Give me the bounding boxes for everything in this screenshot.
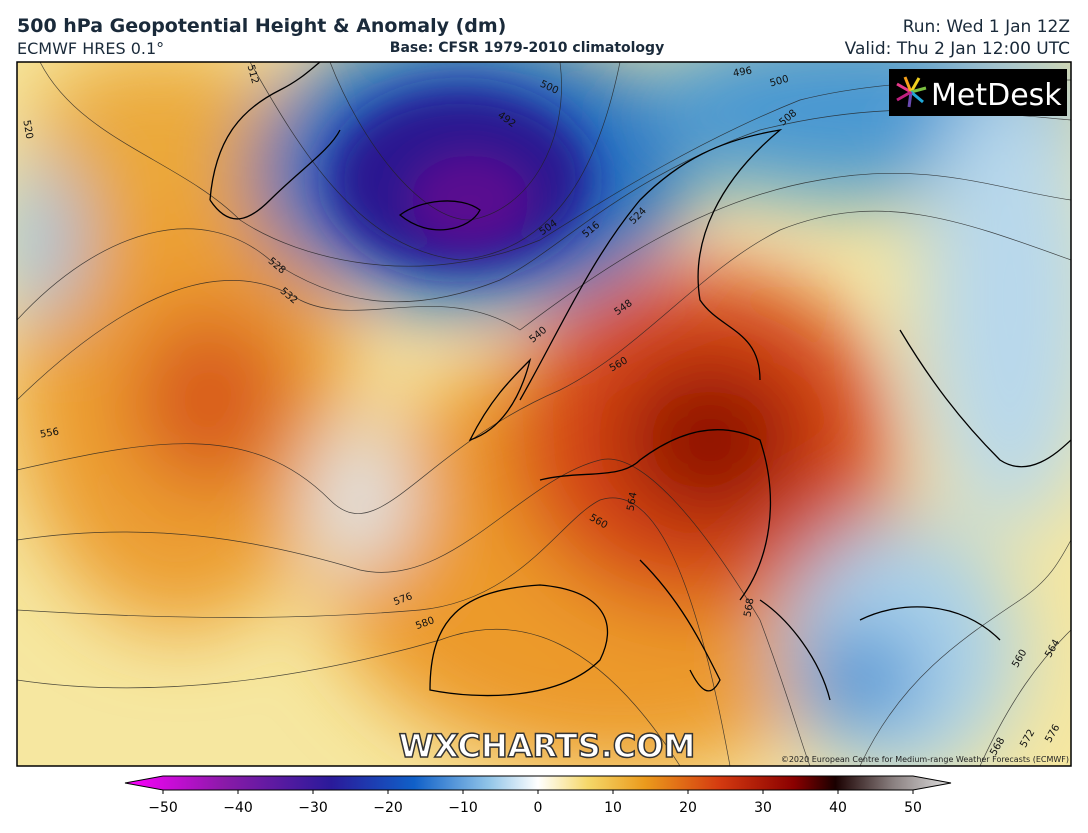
colorbar: −50 −40 −30 −20 −10 0 10 20 30 40 50	[124, 775, 952, 816]
contour-label: 520	[20, 119, 34, 140]
contour-label: 556	[39, 426, 60, 440]
logo-icon	[896, 76, 927, 108]
colorbar-tick-label: 30	[754, 800, 772, 816]
run: Run: Wed 1 Jan 12Z	[903, 17, 1070, 37]
watermark: WXCHARTS.COM	[399, 727, 696, 765]
colorbar-tick-label: 20	[679, 800, 697, 816]
colorbar-tick-label: 10	[604, 800, 622, 816]
colorbar-tick-label: −20	[373, 800, 403, 816]
colorbar-scale	[124, 775, 952, 791]
colorbar-tick-label: −30	[298, 800, 328, 816]
valid: Valid: Thu 2 Jan 12:00 UTC	[845, 39, 1070, 59]
logo: MetDesk	[931, 78, 1062, 113]
map-frame	[16, 61, 1072, 767]
title: 500 hPa Geopotential Height & Anomaly (d…	[17, 15, 506, 37]
contour-label: 568	[742, 597, 756, 618]
colorbar-tick-label: −10	[448, 800, 478, 816]
copyright: ©2020 European Centre for Medium-range W…	[781, 755, 1069, 764]
map	[17, 62, 1071, 766]
colorbar-tick-label: −50	[148, 800, 178, 816]
contour-label: 500	[769, 74, 790, 90]
colorbar-tick-label: −40	[223, 800, 253, 816]
model: ECMWF HRES 0.1°	[17, 39, 164, 58]
logo-box	[889, 69, 1067, 116]
colorbar-tick-label: 50	[904, 800, 922, 816]
contour-label: 564	[625, 491, 639, 512]
colorbar-tick-label: 40	[829, 800, 847, 816]
base: Base: CFSR 1979-2010 climatology	[390, 40, 664, 56]
contour-label: 496	[732, 65, 753, 79]
contour-label: 512	[245, 64, 261, 85]
colorbar-tick-label: 0	[534, 800, 543, 816]
